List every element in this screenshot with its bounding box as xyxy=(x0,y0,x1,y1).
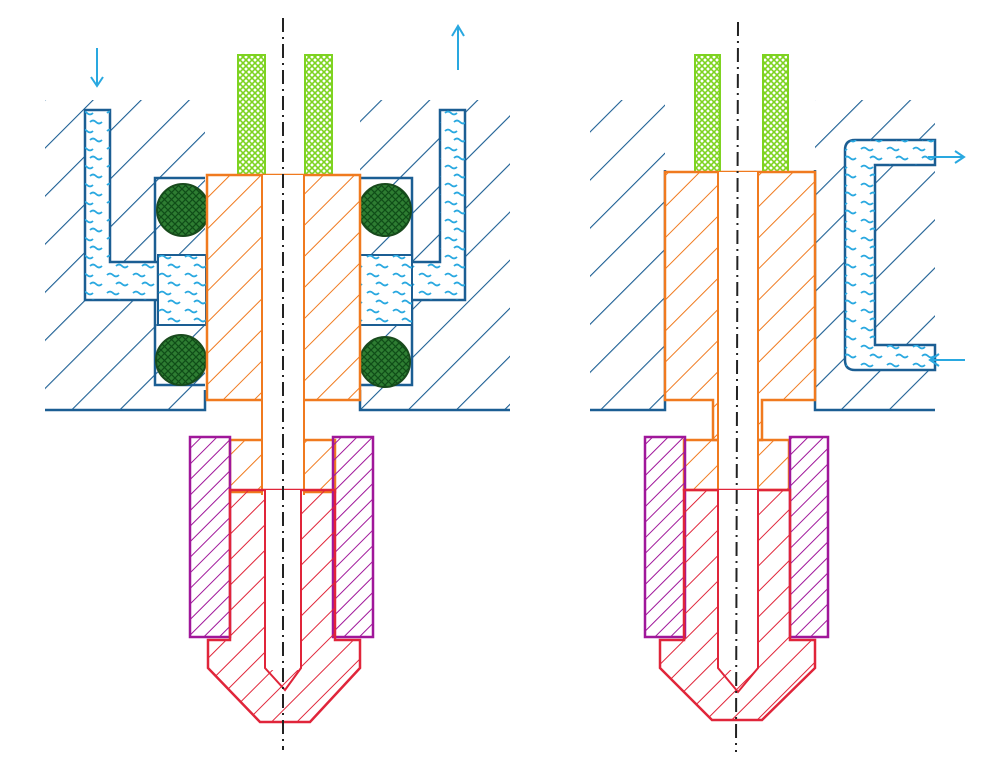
arrow-up-icon xyxy=(451,24,465,70)
right-ptfe-tube xyxy=(694,54,789,174)
right-coolant-loop xyxy=(843,138,937,372)
right-center-axis xyxy=(735,21,739,753)
right-flow-arrows xyxy=(928,150,966,367)
left-coolant-channels xyxy=(83,108,467,326)
left-flow-arrows xyxy=(90,24,465,88)
arrow-left-icon xyxy=(928,353,965,367)
left-o-rings xyxy=(155,183,412,388)
arrow-right-icon xyxy=(928,150,966,164)
right-nozzle xyxy=(658,488,817,722)
left-hotend-water-jacket xyxy=(45,18,510,750)
arrow-down-icon xyxy=(90,48,104,88)
left-nozzle xyxy=(206,488,362,724)
right-hotend-side-cooled xyxy=(590,21,966,753)
left-heater-block xyxy=(188,435,375,639)
left-ptfe-tube xyxy=(237,54,333,176)
right-heater-block xyxy=(643,435,830,639)
right-heat-break xyxy=(663,170,817,492)
